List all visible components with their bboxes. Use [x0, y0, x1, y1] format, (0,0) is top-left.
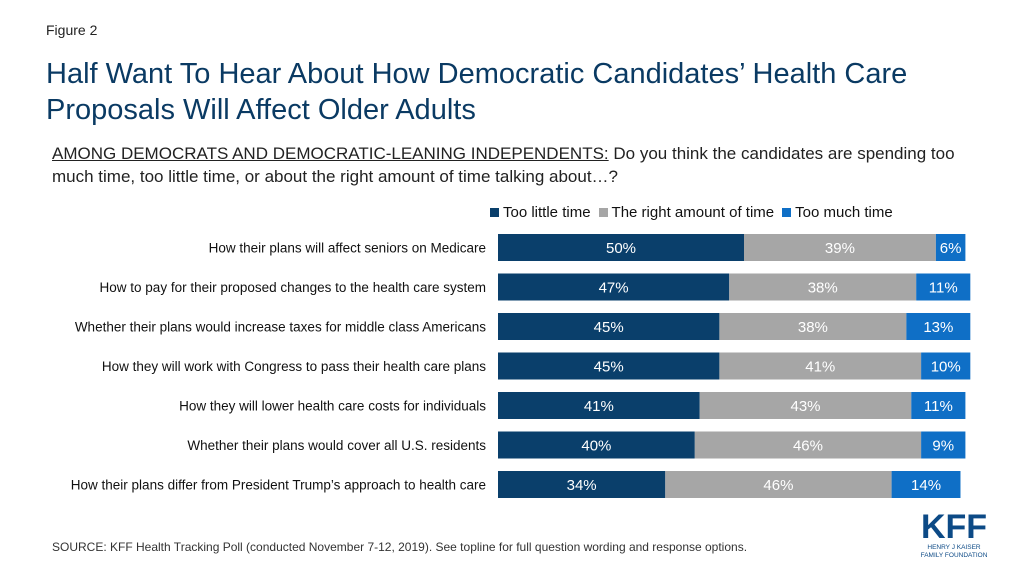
data-label-too-little-time: 45%: [594, 359, 624, 376]
legend-label-too-much: Too much time: [795, 204, 893, 221]
data-label-the-right-amount-of-time: 46%: [793, 438, 823, 455]
legend-label-right-amount: The right amount of time: [611, 204, 775, 221]
bar-segment-too-much-time: [906, 313, 971, 340]
bar-segment-too-little-time: [498, 313, 720, 340]
category-label: Whether their plans would cover all U.S.…: [187, 438, 486, 453]
subtitle-population: AMONG DEMOCRATS AND DEMOCRATIC-LEANING I…: [52, 144, 609, 163]
category-label: How to pay for their proposed changes to…: [100, 280, 486, 295]
bar-segment-the-right-amount-of-time: [744, 234, 936, 261]
category-label: How they will work with Congress to pass…: [102, 359, 486, 374]
legend-item-too-much: Too much time: [782, 204, 893, 221]
data-label-too-much-time: 13%: [923, 319, 953, 336]
bar-segment-too-much-time: [935, 234, 966, 261]
data-label-too-little-time: 47%: [599, 280, 629, 297]
legend-item-too-little: Too little time: [490, 204, 591, 221]
bar-segment-too-little-time: [498, 471, 666, 498]
data-label-too-much-time: 6%: [940, 240, 962, 257]
data-label-too-much-time: 9%: [932, 438, 954, 455]
data-label-the-right-amount-of-time: 38%: [808, 280, 838, 297]
data-label-too-little-time: 45%: [594, 319, 624, 336]
legend: Too little time The right amount of time…: [490, 204, 901, 221]
legend-item-right-amount: The right amount of time: [598, 204, 775, 221]
bar-segment-too-little-time: [498, 273, 730, 301]
data-label-the-right-amount-of-time: 38%: [798, 319, 828, 336]
bar-segment-too-little-time: [498, 431, 695, 459]
legend-swatch-right-amount: [598, 208, 608, 217]
figure-label: Figure 2: [46, 22, 98, 38]
bar-segment-the-right-amount-of-time: [699, 392, 912, 419]
logo-line-1: HENRY J KAISER: [927, 544, 981, 551]
bar-segment-too-little-time: [498, 234, 744, 261]
category-label: Whether their plans would increase taxes…: [75, 320, 486, 335]
category-label: How their plans will affect seniors on M…: [209, 241, 486, 256]
kff-logo: KFF HENRY J KAISER FAMILY FOUNDATION: [921, 508, 988, 559]
subtitle-question: Do you think the candidates are spending…: [52, 144, 955, 186]
data-label-too-much-time: 10%: [931, 359, 961, 376]
bar-segment-the-right-amount-of-time: [719, 352, 922, 380]
data-label-too-little-time: 34%: [567, 477, 597, 494]
bar-segment-too-little-time: [498, 392, 700, 419]
category-label: How they will lower health care costs fo…: [179, 399, 486, 414]
bar-segment-too-much-time: [891, 471, 961, 498]
chart-title: Half Want To Hear About How Democratic C…: [46, 58, 908, 126]
bar-segment-the-right-amount-of-time: [694, 431, 922, 459]
legend-swatch-too-much: [782, 208, 792, 217]
logo-wordmark: KFF: [921, 508, 987, 546]
bar-segment-too-much-time: [916, 273, 971, 301]
chart-subtitle: AMONG DEMOCRATS AND DEMOCRATIC-LEANING I…: [52, 142, 992, 188]
data-label-too-little-time: 50%: [606, 240, 636, 257]
data-label-too-much-time: 11%: [924, 398, 953, 415]
bar-segment-too-much-time: [911, 392, 966, 419]
data-label-the-right-amount-of-time: 41%: [805, 359, 835, 376]
bar-segment-the-right-amount-of-time: [665, 471, 892, 498]
logo-line-2: FAMILY FOUNDATION: [921, 552, 988, 559]
data-label-too-little-time: 41%: [584, 398, 614, 415]
data-label-too-much-time: 11%: [929, 280, 958, 297]
data-label-the-right-amount-of-time: 46%: [763, 477, 793, 494]
legend-label-too-little: Too little time: [503, 204, 591, 221]
bar-segment-the-right-amount-of-time: [719, 313, 907, 340]
bar-segment-too-much-time: [921, 431, 966, 459]
source-note: SOURCE: KFF Health Tracking Poll (conduc…: [52, 540, 748, 554]
bar-segment-the-right-amount-of-time: [729, 273, 917, 301]
legend-swatch-too-little: [490, 208, 499, 217]
data-label-the-right-amount-of-time: 43%: [790, 398, 820, 415]
bar-segment-too-much-time: [921, 352, 971, 380]
data-label-too-much-time: 14%: [911, 477, 941, 494]
data-label-too-little-time: 40%: [581, 438, 611, 455]
data-label-the-right-amount-of-time: 39%: [825, 240, 855, 257]
bar-segment-too-little-time: [498, 352, 720, 380]
category-label: How their plans differ from President Tr…: [71, 478, 486, 493]
stacked-bar-chart: How their plans will affect seniors on M…: [71, 234, 971, 498]
